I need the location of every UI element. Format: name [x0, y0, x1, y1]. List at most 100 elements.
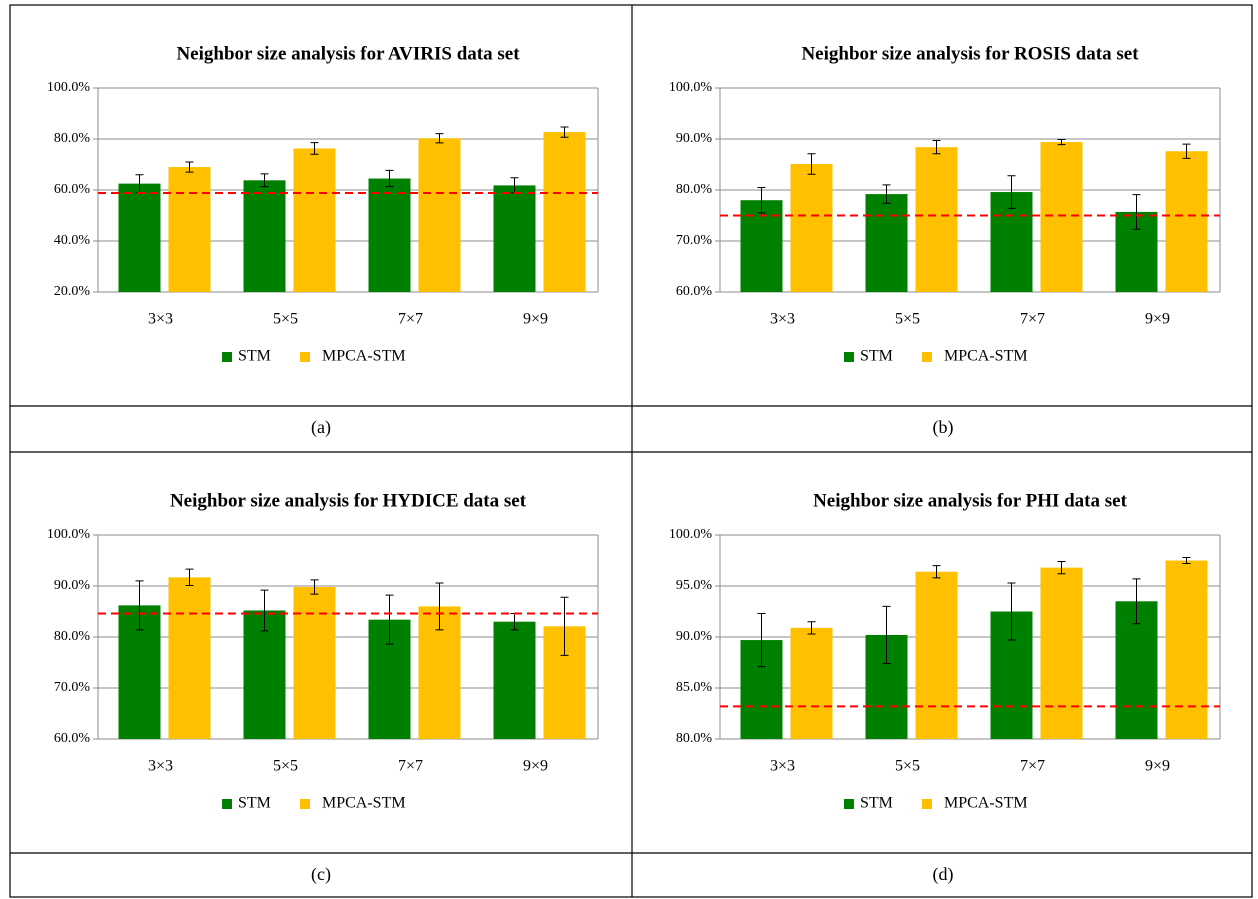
y-tick-label: 80.0% — [676, 182, 713, 197]
y-tick-label: 20.0% — [54, 284, 91, 299]
bar — [293, 148, 336, 292]
bar — [790, 627, 833, 739]
error-bar — [435, 133, 444, 144]
error-bar — [385, 169, 394, 188]
error-bar — [757, 186, 766, 214]
error-bar — [185, 161, 194, 173]
error-bar — [1007, 582, 1016, 641]
chart-panel: Neighbor size analysis for ROSIS data se… — [669, 43, 1221, 365]
error-bar — [435, 582, 444, 631]
chart-panel: Neighbor size analysis for AVIRIS data s… — [47, 43, 599, 365]
x-tick-label: 5×5 — [273, 311, 298, 328]
y-tick-label: 100.0% — [669, 80, 713, 95]
error-bar — [1057, 139, 1066, 146]
y-tick-label: 60.0% — [54, 182, 91, 197]
bar — [168, 577, 211, 739]
x-tick-label: 3×3 — [148, 311, 173, 328]
x-tick-label: 7×7 — [398, 311, 423, 328]
x-tick-label: 7×7 — [398, 758, 423, 775]
chart-panel: Neighbor size analysis for PHI data set 8… — [669, 490, 1221, 812]
bar — [418, 138, 461, 292]
error-bar — [385, 594, 394, 645]
error-bar — [1182, 143, 1191, 159]
error-bar — [882, 184, 891, 204]
chart-panel: Neighbor size analysis for HYDICE data s… — [47, 490, 599, 812]
error-bar — [185, 568, 194, 586]
legend-swatch — [922, 799, 932, 809]
bar — [790, 163, 833, 292]
legend-label: MPCA-STM — [322, 348, 406, 365]
error-bar — [932, 140, 941, 155]
bar — [118, 183, 161, 292]
error-bar — [135, 580, 144, 631]
bar — [865, 194, 908, 292]
error-bar — [310, 142, 319, 155]
chart-title: Neighbor size analysis for PHI data set — [813, 490, 1128, 511]
x-tick-label: 9×9 — [523, 758, 548, 775]
y-tick-label: 70.0% — [676, 233, 713, 248]
bar — [493, 621, 536, 739]
bar — [740, 200, 783, 292]
error-bar — [807, 153, 816, 175]
legend-label: STM — [238, 348, 271, 365]
error-bar — [1007, 175, 1016, 209]
error-bar — [932, 565, 941, 579]
x-tick-label: 3×3 — [148, 758, 173, 775]
bar — [368, 178, 411, 292]
error-bar — [260, 173, 269, 188]
bar — [915, 571, 958, 739]
bar — [1040, 142, 1083, 292]
legend-swatch — [222, 352, 232, 362]
table-borders — [9, 4, 1253, 898]
legend-swatch — [844, 352, 854, 362]
legend-swatch — [300, 799, 310, 809]
bar — [243, 610, 286, 739]
error-bar — [310, 579, 319, 595]
error-bar — [807, 621, 816, 635]
y-tick-label: 60.0% — [54, 731, 91, 746]
legend-swatch — [922, 352, 932, 362]
bar — [293, 587, 336, 739]
chart-title: Neighbor size analysis for ROSIS data se… — [801, 43, 1139, 64]
y-tick-label: 95.0% — [676, 578, 713, 593]
legend-label: STM — [238, 795, 271, 812]
caption: (c) — [311, 864, 331, 885]
y-tick-label: 100.0% — [47, 80, 91, 95]
legend-label: STM — [860, 795, 893, 812]
legend-swatch — [222, 799, 232, 809]
chart-title: Neighbor size analysis for HYDICE data s… — [170, 490, 527, 511]
y-tick-label: 90.0% — [54, 578, 91, 593]
error-bar — [260, 589, 269, 632]
y-tick-label: 100.0% — [669, 527, 713, 542]
x-tick-label: 7×7 — [1020, 311, 1045, 328]
legend-swatch — [844, 799, 854, 809]
chart-title: Neighbor size analysis for AVIRIS data s… — [176, 43, 520, 64]
x-tick-label: 5×5 — [273, 758, 298, 775]
legend-label: MPCA-STM — [944, 348, 1028, 365]
error-bar — [882, 605, 891, 665]
bar — [243, 180, 286, 292]
error-bar — [560, 126, 569, 138]
bar — [168, 167, 211, 292]
y-tick-label: 90.0% — [676, 131, 713, 146]
y-tick-label: 70.0% — [54, 680, 91, 695]
error-bar — [1132, 194, 1141, 230]
bar — [915, 147, 958, 292]
caption: (b) — [933, 417, 954, 438]
bar — [1115, 601, 1158, 739]
legend-swatch — [300, 352, 310, 362]
bar — [1165, 560, 1208, 739]
legend-label: STM — [860, 348, 893, 365]
x-tick-label: 3×3 — [770, 758, 795, 775]
x-tick-label: 7×7 — [1020, 758, 1045, 775]
error-bar — [1057, 561, 1066, 575]
caption: (a) — [311, 417, 331, 438]
y-tick-label: 80.0% — [676, 731, 713, 746]
y-tick-label: 80.0% — [54, 629, 91, 644]
bar — [543, 132, 586, 292]
error-bar — [1132, 578, 1141, 625]
y-tick-label: 85.0% — [676, 680, 713, 695]
table-frame — [9, 4, 1253, 898]
